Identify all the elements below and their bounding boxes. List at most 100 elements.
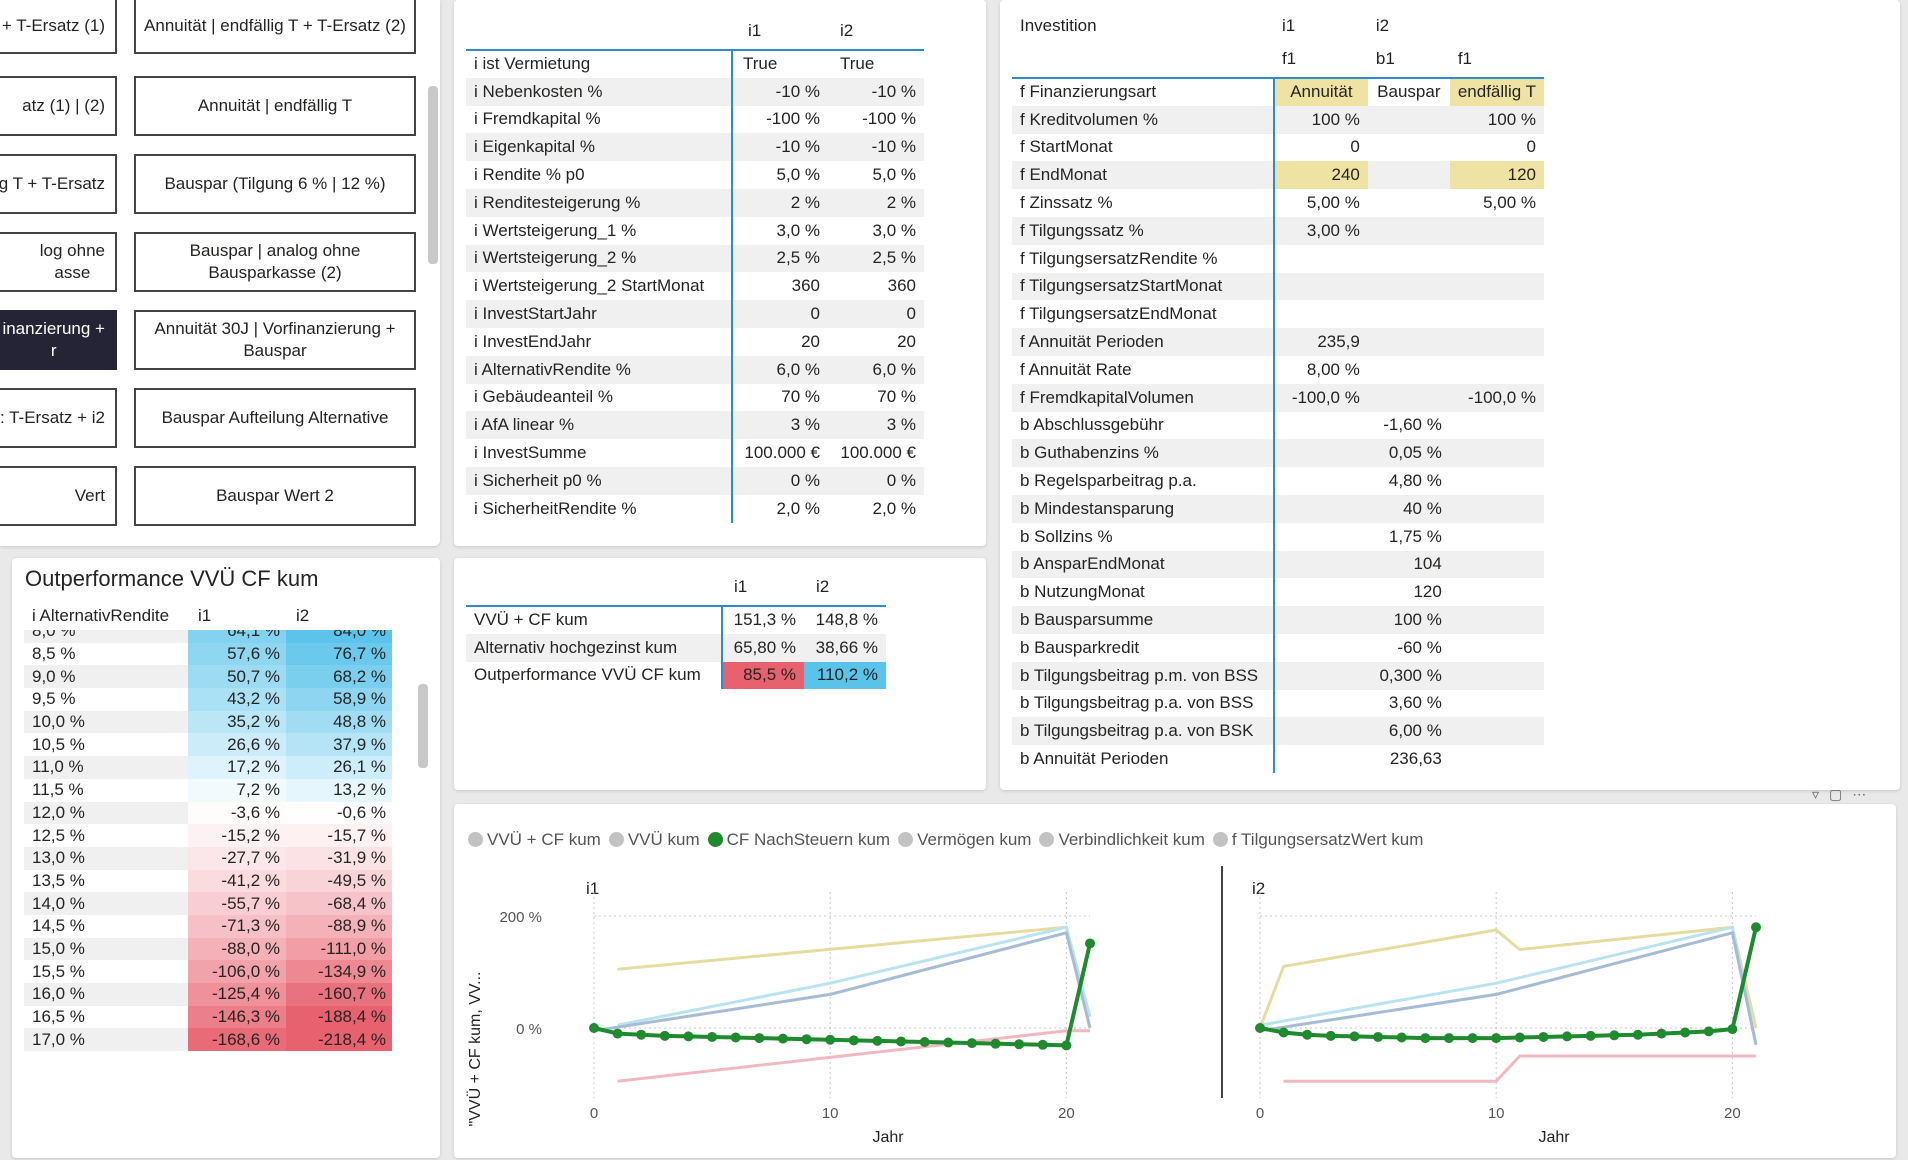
chart-legend: VVÜ + CF kum VVÜ kum CF NachSteuern kum Ver… (468, 830, 1431, 850)
value-col-2 (1368, 134, 1450, 162)
legend-item[interactable]: Verbindlichkeit kum (1039, 830, 1205, 849)
value-col-2: 40 % (1367, 494, 1450, 523)
cf-point[interactable] (1349, 1031, 1360, 1042)
cf-point[interactable] (1562, 1031, 1573, 1042)
row-label: i Eigenkapital % (466, 133, 732, 162)
cf-point[interactable] (848, 1035, 859, 1046)
value-col-3 (1449, 439, 1544, 468)
legend-item[interactable]: Vermögen kum (898, 830, 1031, 849)
cf-point[interactable] (1609, 1030, 1620, 1041)
scenario-button-1[interactable]: Annuität | endfällig T + T-Ersatz (2) (134, 0, 416, 54)
outperformance-row: 12,5 % -15,2 % -15,7 % (24, 824, 392, 847)
cf-point[interactable] (1585, 1030, 1596, 1041)
outperf-value-i1: -146,3 % (188, 1005, 286, 1029)
row-label: i AfA linear % (466, 411, 732, 440)
legend-dot-icon (898, 832, 914, 847)
cf-point[interactable] (1538, 1031, 1549, 1042)
financing-table-panel: Investition i1 i2 f1 b1 f1 f Finanzierun… (1000, 0, 1900, 790)
value-col-1 (1272, 578, 1368, 607)
cf-point[interactable] (1061, 1040, 1072, 1051)
outperf-value-i2: 84,0 % (286, 630, 392, 643)
value-col-3 (1450, 523, 1544, 551)
cf-point[interactable] (636, 1029, 647, 1040)
legend-item[interactable]: VVÜ + CF kum (468, 830, 601, 849)
scenario-button-2[interactable]: atz (1) | (2) (0, 76, 117, 136)
cf-point[interactable] (1656, 1028, 1667, 1039)
cf-point[interactable] (966, 1038, 977, 1049)
x-tick-label: 0 (1256, 1105, 1264, 1122)
invest-row: i Gebäudeanteil % 70 % 70 % (466, 383, 924, 412)
cf-point[interactable] (1325, 1030, 1336, 1041)
cf-point[interactable] (1373, 1031, 1384, 1042)
cf-point[interactable] (872, 1035, 883, 1046)
value-col-1 (1272, 494, 1368, 523)
cf-point[interactable] (896, 1036, 907, 1047)
row-label: b Tilgungsbeitrag p.m. von BSS (1012, 661, 1274, 690)
value-col-2: 100 % (1367, 606, 1450, 634)
cf-point[interactable] (1443, 1033, 1454, 1044)
scenario-button-13[interactable]: Bauspar Wert 2 (134, 466, 416, 526)
cf-point[interactable] (1014, 1039, 1025, 1050)
cf-point[interactable] (730, 1032, 741, 1043)
cf-point[interactable] (1632, 1029, 1643, 1040)
scenario-button-10[interactable]: : T-Ersatz + i2 (0, 388, 117, 448)
cf-point[interactable] (612, 1028, 623, 1039)
cf-point[interactable] (1703, 1026, 1714, 1037)
cf-point[interactable] (1727, 1024, 1738, 1035)
cf-point[interactable] (919, 1037, 930, 1047)
x-tick-label: 20 (1724, 1105, 1741, 1122)
cf-point[interactable] (801, 1034, 812, 1045)
cf-point[interactable] (1467, 1033, 1478, 1044)
cf-point[interactable] (659, 1030, 670, 1041)
legend-item[interactable]: f TilgungsersatzWert kum (1212, 830, 1423, 849)
cf-point[interactable] (777, 1033, 788, 1044)
outperf-value-i1: -125,4 % (188, 983, 286, 1006)
legend-item[interactable]: VVÜ kum (608, 830, 700, 849)
filter-icon[interactable]: ▿ (1812, 786, 1820, 802)
cf-point[interactable] (1302, 1029, 1313, 1040)
outperformance-row: 11,5 % 7,2 % 13,2 % (24, 778, 392, 802)
row-label: f Annuität Perioden (1012, 328, 1274, 356)
cf-point[interactable] (683, 1031, 694, 1042)
rendite-value: 16,5 % (24, 1005, 188, 1029)
cf-point[interactable] (1037, 1039, 1048, 1050)
cf-point[interactable] (943, 1037, 954, 1048)
cf-point[interactable] (1751, 922, 1761, 933)
cf-point[interactable] (1514, 1032, 1525, 1043)
outperformance-scrollbar[interactable] (418, 684, 428, 768)
scenario-button-5[interactable]: Bauspar (Tilgung 6 % | 12 %) (134, 154, 416, 214)
cf-point[interactable] (990, 1038, 1001, 1049)
cf-point[interactable] (1680, 1027, 1691, 1038)
legend-item[interactable]: CF NachSteuern kum (707, 830, 890, 849)
scenario-button-3[interactable]: Annuität | endfällig T (134, 76, 416, 136)
scenario-button-0[interactable]: T + T-Ersatz (1) (0, 0, 117, 54)
scrollbar[interactable] (428, 86, 438, 264)
cf-point[interactable] (1420, 1033, 1431, 1044)
cf-point[interactable] (1255, 1023, 1265, 1033)
scenario-button-9[interactable]: Annuität 30J | Vorfinanzierung + Bauspar (134, 310, 416, 370)
value-i1: 360 (731, 272, 828, 301)
value-i2: -100 % (862, 109, 916, 129)
cf-point[interactable] (1085, 938, 1095, 949)
cf-point[interactable] (707, 1031, 718, 1042)
scenario-button-8[interactable]: inanzierung + r (0, 310, 117, 370)
value-col-1 (1272, 522, 1368, 551)
value-i1: -100 % (731, 105, 828, 134)
scenario-button-7[interactable]: Bauspar | analog ohne Bausparkasse (2) (134, 232, 416, 292)
scenario-button-11[interactable]: Bauspar Aufteilung Alternative (134, 388, 416, 448)
scenario-button-6[interactable]: log ohne asse (0, 232, 117, 292)
scenario-button-12[interactable]: Vert (0, 466, 117, 526)
outperformance-scroll-area[interactable]: 8,0 % 64,1 % 84,0 % 8,5 % 57,6 % 76,7 % 9,0 % 5… (24, 630, 392, 1158)
investment-table: i1 i2 i ist Vermietung True True i Nebenkos… (466, 12, 924, 523)
cf-point[interactable] (754, 1033, 765, 1044)
series-cf-nachsteuern (1259, 926, 1758, 1041)
more-options-icon[interactable]: ⋯ (1852, 786, 1867, 802)
cf-point[interactable] (1491, 1033, 1502, 1044)
cf-point[interactable] (589, 1023, 599, 1033)
cf-point[interactable] (825, 1034, 836, 1045)
cf-point[interactable] (1396, 1032, 1407, 1043)
scenario-button-4[interactable]: ig T + T-Ersatz (0, 154, 117, 214)
cf-point[interactable] (1278, 1027, 1289, 1038)
focus-mode-icon[interactable]: ▢ (1829, 786, 1843, 802)
value-col-2 (1368, 300, 1450, 328)
